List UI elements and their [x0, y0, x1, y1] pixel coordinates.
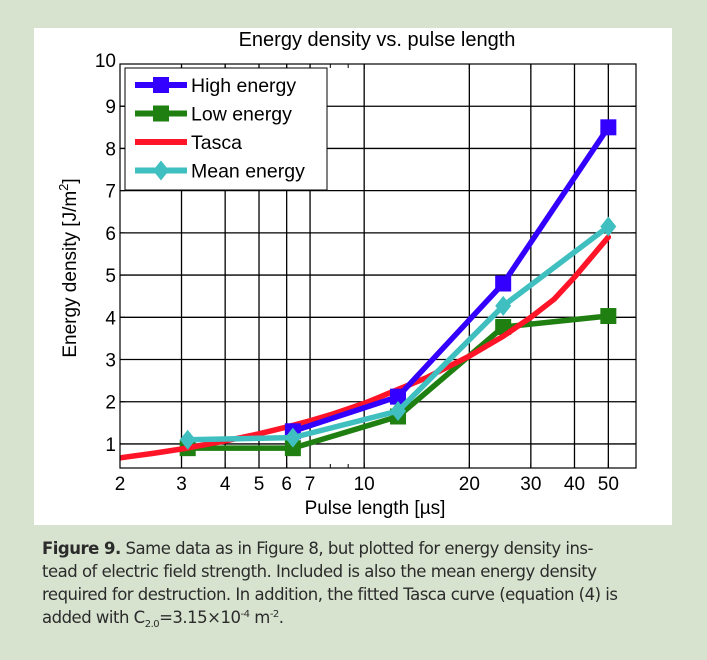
caption-subscript: 2.0 [144, 619, 160, 630]
series-line [290, 124, 612, 435]
y-tick-label: 4 [105, 308, 116, 329]
x-tick-label: 7 [305, 474, 316, 495]
legend-swatch-marker [153, 160, 169, 181]
y-tick-label: 3 [105, 351, 116, 372]
caption-unit: m [249, 608, 270, 627]
y-tick-label: 9 [105, 97, 116, 118]
series-layer [120, 119, 617, 461]
caption-text-1: Same data as in Figure 8, but plotted fo… [120, 539, 594, 558]
legend-swatch-marker [153, 77, 169, 93]
figure-caption: Figure 9. Same data as in Figure 8, but … [42, 537, 682, 630]
y-tick-labels: 1 2 3 4 5 6 7 8 9 10 [95, 51, 117, 456]
caption-line-3: required for destruction. In addition, t… [42, 585, 618, 604]
legend-label: Mean energy [191, 161, 305, 183]
legend-label: Tasca [191, 132, 242, 154]
caption-line-1: Figure 9. Same data as in Figure 8, but … [42, 537, 682, 560]
series-line [120, 234, 612, 461]
data-point [600, 308, 617, 325]
y-tick-label: 8 [105, 139, 116, 160]
y-tick-label: 2 [105, 393, 116, 414]
legend-label: Low energy [191, 104, 292, 126]
caption-period: . [278, 608, 284, 627]
caption-line-2: tead of electric field strength. Include… [42, 562, 597, 581]
x-tick-label: 10 [354, 474, 375, 495]
legend-swatch-marker [153, 105, 169, 122]
legend-label: High energy [191, 75, 296, 97]
data-point [284, 440, 301, 457]
y-tick-label: 10 [95, 51, 116, 72]
data-point [600, 216, 617, 237]
y-tick-label: 7 [105, 182, 116, 203]
chart-title: Energy density vs. pulse length [239, 29, 516, 51]
caption-exponent: -4 [240, 609, 250, 620]
data-point [390, 388, 407, 405]
x-tick-label: 2 [115, 474, 126, 495]
caption-unit-exponent: -2 [269, 609, 279, 620]
ticks [119, 63, 637, 468]
data-point [600, 119, 617, 136]
y-tick-label: 1 [105, 435, 116, 456]
data-point [284, 427, 301, 448]
x-tick-label: 20 [459, 474, 480, 495]
y-tick-label: 5 [105, 266, 116, 287]
x-tick-label: 5 [254, 474, 265, 495]
data-point [495, 295, 512, 316]
legend: High energy Low energy Tasca Mean energy [124, 67, 328, 191]
x-tick-label: 30 [520, 474, 541, 495]
legend-item: Mean energy [135, 160, 305, 183]
y-axis-label: Energy density [J/m2] [56, 178, 81, 357]
caption-text-4: added with C [42, 608, 145, 627]
data-point [390, 401, 407, 422]
caption-line-4: added with C2.0=3.15×10-4 m-2. [42, 606, 682, 630]
data-point [179, 429, 196, 450]
figure-panel: 2 3 4 5 6 7 10 20 30 40 50 1 2 3 4 5 6 7 8 9 10 Energy dens… [34, 28, 672, 525]
series-tasca [120, 234, 612, 461]
x-tick-label: 6 [281, 474, 292, 495]
legend-item: Tasca [135, 132, 242, 154]
legend-item: Low energy [135, 104, 292, 126]
data-point [495, 275, 512, 292]
caption-constant: =3.15×10 [159, 608, 241, 627]
plot-frame [119, 63, 637, 469]
x-axis-label: Pulse length [µs] [305, 498, 446, 519]
y-tick-label: 6 [105, 224, 116, 245]
x-tick-label: 40 [564, 474, 585, 495]
series-mean-energy [179, 216, 617, 450]
x-tick-labels: 2 3 4 5 6 7 10 20 30 40 50 [115, 474, 619, 495]
legend-item: High energy [135, 75, 296, 97]
series-high-energy [284, 119, 617, 440]
x-tick-label: 50 [598, 474, 619, 495]
x-tick-label: 4 [220, 474, 231, 495]
series-line [184, 313, 612, 451]
x-tick-label: 3 [176, 474, 187, 495]
caption-label: Figure 9. [42, 539, 121, 558]
